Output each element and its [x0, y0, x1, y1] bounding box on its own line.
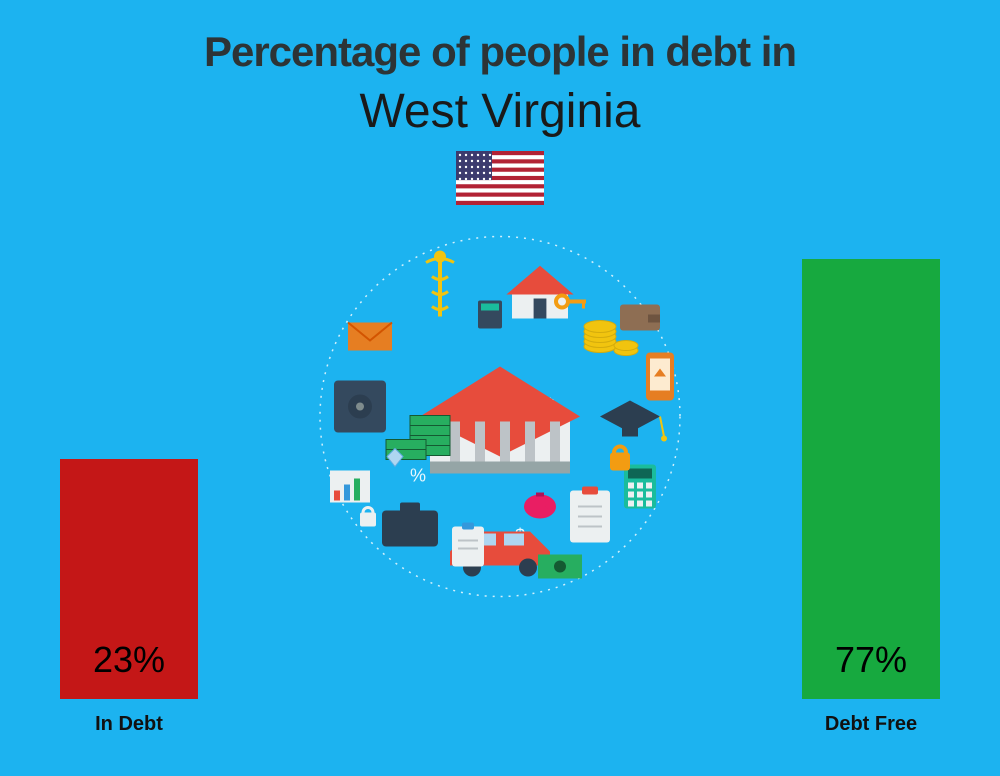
us-flag-icon	[456, 151, 544, 205]
bar-group-debt-free: 77% Debt Free	[802, 259, 940, 736]
bar-value-debt-free: 77%	[835, 639, 907, 681]
bar-value-in-debt: 23%	[93, 639, 165, 681]
bar-label-debt-free: Debt Free	[825, 713, 917, 736]
subtitle: West Virginia	[0, 84, 1000, 139]
main-title: Percentage of people in debt in	[0, 0, 1000, 76]
bar-group-in-debt: 23% In Debt	[60, 459, 198, 736]
bar-chart: 23% In Debt 77% Debt Free	[0, 259, 1000, 736]
bar-in-debt: 23%	[60, 459, 198, 699]
bar-debt-free: 77%	[802, 259, 940, 699]
bar-label-in-debt: In Debt	[95, 713, 163, 736]
